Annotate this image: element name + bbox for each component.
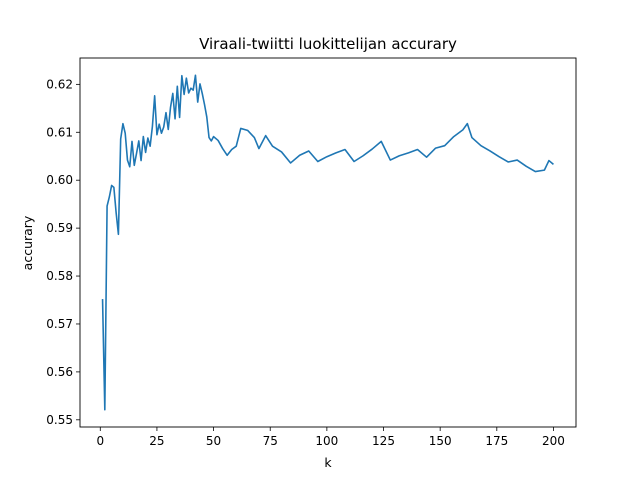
x-tick-label: 50 <box>206 434 221 448</box>
x-tick-label: 150 <box>429 434 452 448</box>
x-tick-label: 100 <box>315 434 338 448</box>
y-tick-label: 0.59 <box>46 221 73 235</box>
x-tick-label: 125 <box>372 434 395 448</box>
y-tick-label: 0.58 <box>46 269 73 283</box>
y-tick-label: 0.56 <box>46 365 73 379</box>
y-tick-label: 0.57 <box>46 317 73 331</box>
y-tick-label: 0.60 <box>46 173 73 187</box>
y-tick-label: 0.61 <box>46 125 73 139</box>
y-tick-label: 0.55 <box>46 413 73 427</box>
plot-layer <box>101 74 554 411</box>
x-tick-label: 25 <box>149 434 164 448</box>
y-tick-label: 0.62 <box>46 77 73 91</box>
x-axis-label: k <box>324 455 332 470</box>
tick-layer: 0 25 50 75 100 125 150 175 200 0.55 0.56 0.57 0.58 0.… <box>46 77 565 448</box>
y-axis-label: accurary <box>20 215 35 270</box>
x-tick-label: 75 <box>263 434 278 448</box>
x-tick-label: 0 <box>96 434 104 448</box>
series-line-0 <box>101 74 554 411</box>
axes-frame <box>79 57 577 428</box>
x-tick-label: 200 <box>542 434 565 448</box>
x-tick-label: 175 <box>485 434 508 448</box>
chart-title: Viraali-twiitti luokittelijan accurary <box>199 35 457 53</box>
